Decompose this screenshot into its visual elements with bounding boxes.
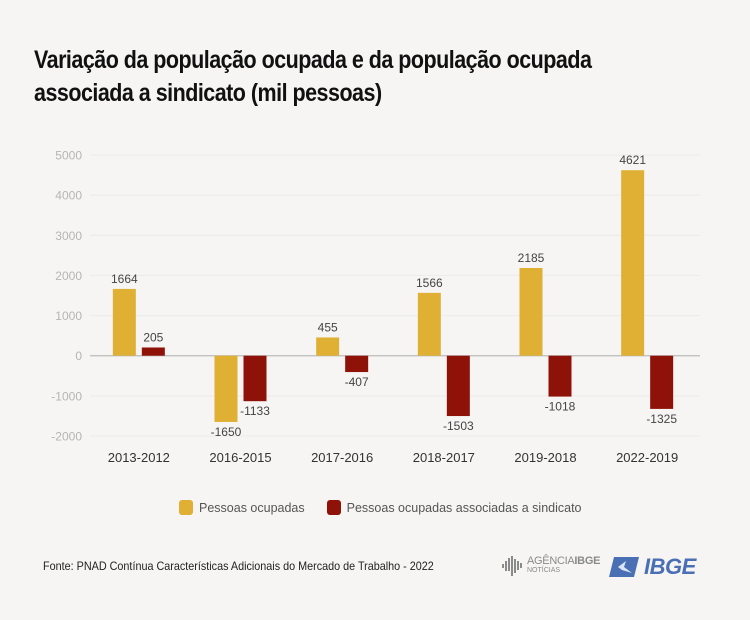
- ibge-wordmark: IBGE: [644, 554, 696, 579]
- legend-item-sindicato[interactable]: Pessoas ocupadas associadas a sindicato: [326, 500, 582, 515]
- x-tick-label: 2013-2012: [108, 450, 170, 465]
- x-tick-label: 2019-2018: [514, 450, 576, 465]
- agencia-sub: NOTÍCIAS: [527, 567, 561, 574]
- source-note: Fonte: PNAD Contínua Características Adi…: [43, 559, 434, 573]
- ibge-logo: IBGE: [608, 554, 696, 580]
- data-label: 4621: [619, 153, 646, 167]
- legend-swatch: [326, 500, 341, 515]
- x-tick-label: 2016-2015: [209, 450, 271, 465]
- y-tick-label: 0: [75, 349, 82, 363]
- x-tick-label: 2017-2016: [311, 450, 373, 465]
- legend-label: Pessoas ocupadas: [199, 500, 305, 515]
- data-label: 205: [143, 330, 163, 344]
- y-axis-ticks: 5000 4000 3000 2000 1000 0 -1000 -2000: [51, 149, 82, 444]
- bar[interactable]: [417, 292, 441, 356]
- legend-swatch: [179, 500, 193, 515]
- bar[interactable]: [345, 355, 369, 373]
- bar[interactable]: [316, 337, 340, 356]
- x-axis-ticks: 2013-2012 2016-2015 2017-2016 2018-2017 2019…: [108, 450, 679, 465]
- y-tick-label: -2000: [51, 430, 82, 444]
- ibge-icon: [609, 557, 639, 577]
- data-label: -1133: [240, 404, 270, 418]
- chart-title-line-2: associada a sindicato (mil pessoas): [34, 79, 382, 107]
- x-tick-label: 2018-2017: [413, 450, 475, 465]
- bar-chart: 5000 4000 3000 2000 1000 0 -1000 -2000 1664 205 -…: [51, 149, 700, 465]
- y-tick-label: 3000: [55, 229, 82, 243]
- data-label: -1503: [443, 419, 474, 433]
- bar[interactable]: [621, 170, 645, 356]
- bar[interactable]: [519, 268, 543, 356]
- data-label: -1650: [211, 425, 242, 439]
- bar[interactable]: [548, 355, 572, 397]
- legend: Pessoas ocupadas Pessoas ocupadas associ…: [179, 500, 604, 515]
- bar[interactable]: [112, 288, 136, 356]
- bar[interactable]: [650, 355, 674, 409]
- y-tick-label: 5000: [55, 149, 82, 163]
- data-label: -1018: [545, 400, 576, 414]
- legend-label: Pessoas ocupadas associadas a sindicato: [346, 500, 582, 515]
- data-label: 1566: [416, 276, 443, 290]
- bar[interactable]: [243, 355, 267, 402]
- agencia-brand: IBGE: [574, 555, 601, 567]
- y-tick-label: 2000: [55, 269, 82, 283]
- gridlines: [90, 154, 700, 437]
- data-label: -1325: [646, 412, 677, 426]
- bar[interactable]: [141, 347, 165, 356]
- bar[interactable]: [446, 355, 470, 417]
- chart-title: Variação da população ocupada e da popul…: [34, 44, 636, 110]
- legend-item-pessoas-ocupadas[interactable]: Pessoas ocupadas: [179, 500, 305, 515]
- agencia-ibge-icon: [502, 556, 522, 576]
- data-labels: 1664 205 -1650 -1133 455 -407 1566 -1503 2185 -10…: [111, 153, 677, 439]
- agencia-ibge-logo: AGÊNCIAIBGE NOTÍCIAS: [502, 555, 600, 577]
- chart-title-line-1: Variação da população ocupada e da popul…: [34, 46, 592, 74]
- bar[interactable]: [214, 355, 238, 422]
- y-tick-label: 1000: [55, 309, 82, 323]
- agencia-prefix: AGÊNCIA: [527, 555, 575, 567]
- data-label: 2185: [518, 251, 545, 265]
- y-tick-label: -1000: [51, 389, 82, 403]
- x-tick-label: 2022-2019: [616, 450, 678, 465]
- data-label: 1664: [111, 272, 138, 286]
- data-label: -407: [345, 375, 369, 389]
- y-tick-label: 4000: [55, 189, 82, 203]
- bars: [112, 170, 674, 422]
- data-label: 455: [318, 320, 338, 334]
